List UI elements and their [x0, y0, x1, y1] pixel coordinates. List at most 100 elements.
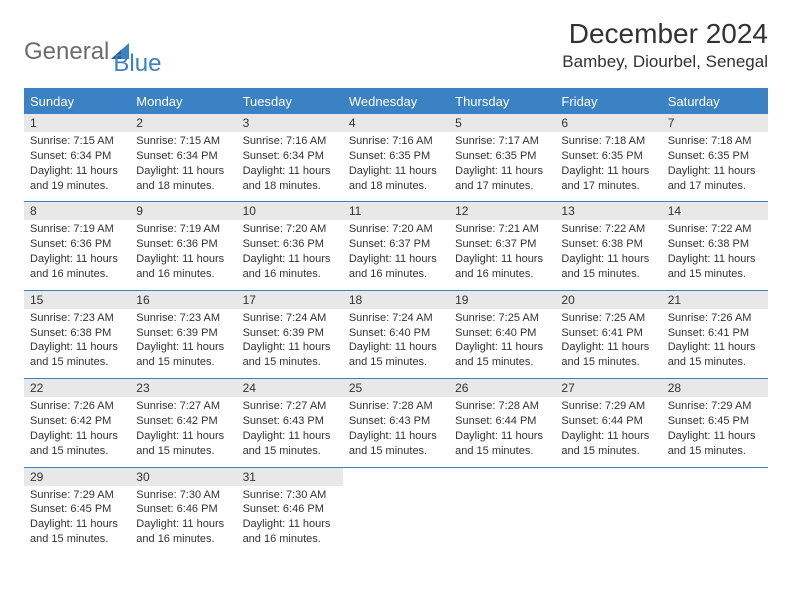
- sunrise-line: Sunrise: 7:15 AM: [136, 134, 230, 149]
- calendar-table: SundayMondayTuesdayWednesdayThursdayFrid…: [24, 88, 768, 555]
- sunrise-line: Sunrise: 7:27 AM: [136, 399, 230, 414]
- sunset-line: Sunset: 6:44 PM: [455, 414, 549, 429]
- sunrise-line: Sunrise: 7:16 AM: [349, 134, 443, 149]
- sunset-line: Sunset: 6:36 PM: [136, 237, 230, 252]
- sunrise-line: Sunrise: 7:17 AM: [455, 134, 549, 149]
- sunset-line: Sunset: 6:35 PM: [561, 149, 655, 164]
- day-number-cell: 13: [555, 202, 661, 221]
- day-number-cell: 24: [237, 379, 343, 398]
- day-content-cell: Sunrise: 7:23 AMSunset: 6:38 PMDaylight:…: [24, 309, 130, 379]
- day-number-cell: 11: [343, 202, 449, 221]
- day-content-cell: Sunrise: 7:26 AMSunset: 6:41 PMDaylight:…: [662, 309, 768, 379]
- sunrise-line: Sunrise: 7:30 AM: [136, 488, 230, 503]
- sunrise-line: Sunrise: 7:19 AM: [30, 222, 124, 237]
- day-content-cell: Sunrise: 7:27 AMSunset: 6:43 PMDaylight:…: [237, 397, 343, 467]
- sunset-line: Sunset: 6:45 PM: [30, 502, 124, 517]
- day-number-cell: 29: [24, 467, 130, 486]
- sunrise-line: Sunrise: 7:28 AM: [455, 399, 549, 414]
- sunset-line: Sunset: 6:34 PM: [30, 149, 124, 164]
- sunrise-line: Sunrise: 7:22 AM: [561, 222, 655, 237]
- day-content-cell: Sunrise: 7:29 AMSunset: 6:45 PMDaylight:…: [662, 397, 768, 467]
- sunrise-line: Sunrise: 7:22 AM: [668, 222, 762, 237]
- daylight-line: Daylight: 11 hours and 15 minutes.: [561, 340, 655, 370]
- day-content-cell: Sunrise: 7:25 AMSunset: 6:41 PMDaylight:…: [555, 309, 661, 379]
- daylight-line: Daylight: 11 hours and 15 minutes.: [668, 252, 762, 282]
- daylight-line: Daylight: 11 hours and 15 minutes.: [136, 429, 230, 459]
- sunrise-line: Sunrise: 7:29 AM: [668, 399, 762, 414]
- sunset-line: Sunset: 6:41 PM: [668, 326, 762, 341]
- daylight-line: Daylight: 11 hours and 15 minutes.: [30, 340, 124, 370]
- sunrise-line: Sunrise: 7:21 AM: [455, 222, 549, 237]
- day-number-cell: 30: [130, 467, 236, 486]
- day-number-cell: 10: [237, 202, 343, 221]
- sunrise-line: Sunrise: 7:20 AM: [243, 222, 337, 237]
- sunset-line: Sunset: 6:38 PM: [30, 326, 124, 341]
- page-title: December 2024: [562, 18, 768, 50]
- logo-word-1: General: [24, 38, 109, 66]
- sunrise-line: Sunrise: 7:26 AM: [30, 399, 124, 414]
- calendar-body: 1234567Sunrise: 7:15 AMSunset: 6:34 PMDa…: [24, 114, 768, 555]
- daylight-line: Daylight: 11 hours and 18 minutes.: [136, 164, 230, 194]
- location-text: Bambey, Diourbel, Senegal: [562, 52, 768, 72]
- day-content-cell: Sunrise: 7:22 AMSunset: 6:38 PMDaylight:…: [555, 220, 661, 290]
- day-number-cell: 26: [449, 379, 555, 398]
- daylight-line: Daylight: 11 hours and 16 minutes.: [136, 517, 230, 547]
- day-number-cell: 2: [130, 114, 236, 133]
- daylight-line: Daylight: 11 hours and 15 minutes.: [561, 252, 655, 282]
- sunrise-line: Sunrise: 7:25 AM: [455, 311, 549, 326]
- daylight-line: Daylight: 11 hours and 15 minutes.: [243, 429, 337, 459]
- day-content-row: Sunrise: 7:29 AMSunset: 6:45 PM Daylight:…: [24, 486, 768, 555]
- sunset-line: Sunset: 6:39 PM: [136, 326, 230, 341]
- sunrise-line: Sunrise: 7:15 AM: [30, 134, 124, 149]
- sunset-line: Sunset: 6:44 PM: [561, 414, 655, 429]
- daylight-line: Daylight: 11 hours and 16 minutes.: [349, 252, 443, 282]
- day-number-row: 891011121314: [24, 202, 768, 221]
- sunrise-line: Sunrise: 7:18 AM: [561, 134, 655, 149]
- day-content-cell: Sunrise: 7:30 AMSunset: 6:46 PMDaylight:…: [237, 486, 343, 555]
- day-content-cell: Sunrise: 7:17 AMSunset: 6:35 PMDaylight:…: [449, 132, 555, 202]
- day-content-cell: Sunrise: 7:15 AMSunset: 6:34 PMDaylight:…: [130, 132, 236, 202]
- daylight-line: Daylight: 11 hours and 18 minutes.: [243, 164, 337, 194]
- day-content-row: Sunrise: 7:15 AMSunset: 6:34 PMDaylight:…: [24, 132, 768, 202]
- day-content-cell: Sunrise: 7:27 AMSunset: 6:42 PMDaylight:…: [130, 397, 236, 467]
- daylight-line: Daylight: 11 hours and 15 minutes.: [349, 340, 443, 370]
- day-content-cell: Sunrise: 7:29 AMSunset: 6:45 PMDaylight:…: [24, 486, 130, 555]
- day-number-cell: 3: [237, 114, 343, 133]
- sunset-line: Sunset: 6:46 PM: [136, 502, 230, 517]
- day-number-cell: 18: [343, 290, 449, 309]
- daylight-line: Daylight: 11 hours and 17 minutes.: [561, 164, 655, 194]
- day-content-cell: [555, 486, 661, 555]
- daylight-line: Daylight: 11 hours and 17 minutes.: [668, 164, 762, 194]
- daylight-line: Daylight: 11 hours and 15 minutes.: [243, 340, 337, 370]
- daylight-line: Daylight: 11 hours and 16 minutes.: [30, 252, 124, 282]
- day-content-cell: Sunrise: 7:15 AMSunset: 6:34 PMDaylight:…: [24, 132, 130, 202]
- day-number-cell: 16: [130, 290, 236, 309]
- header: General Blue December 2024 Bambey, Diour…: [24, 18, 768, 78]
- daylight-line: Daylight: 11 hours and 15 minutes.: [668, 429, 762, 459]
- day-content-cell: Sunrise: 7:20 AMSunset: 6:36 PMDaylight:…: [237, 220, 343, 290]
- sunset-line: Sunset: 6:42 PM: [30, 414, 124, 429]
- day-content-cell: Sunrise: 7:18 AMSunset: 6:35 PMDaylight:…: [555, 132, 661, 202]
- day-content-cell: [343, 486, 449, 555]
- day-number-cell: 23: [130, 379, 236, 398]
- day-number-cell: [662, 467, 768, 486]
- sunset-line: Sunset: 6:40 PM: [349, 326, 443, 341]
- sunset-line: Sunset: 6:39 PM: [243, 326, 337, 341]
- weekday-header: Thursday: [449, 89, 555, 114]
- weekday-header: Monday: [130, 89, 236, 114]
- day-number-cell: 21: [662, 290, 768, 309]
- day-content-cell: Sunrise: 7:22 AMSunset: 6:38 PMDaylight:…: [662, 220, 768, 290]
- day-number-cell: 19: [449, 290, 555, 309]
- weekday-header: Friday: [555, 89, 661, 114]
- day-number-cell: [449, 467, 555, 486]
- day-content-cell: Sunrise: 7:26 AMSunset: 6:42 PMDaylight:…: [24, 397, 130, 467]
- day-number-cell: 1: [24, 114, 130, 133]
- day-number-cell: 27: [555, 379, 661, 398]
- day-content-cell: Sunrise: 7:19 AMSunset: 6:36 PMDaylight:…: [130, 220, 236, 290]
- day-content-cell: Sunrise: 7:18 AMSunset: 6:35 PMDaylight:…: [662, 132, 768, 202]
- day-number-cell: 5: [449, 114, 555, 133]
- sunset-line: Sunset: 6:35 PM: [668, 149, 762, 164]
- daylight-line: Daylight: 11 hours and 19 minutes.: [30, 164, 124, 194]
- sunrise-line: Sunrise: 7:24 AM: [349, 311, 443, 326]
- sunrise-line: Sunrise: 7:29 AM: [30, 488, 124, 503]
